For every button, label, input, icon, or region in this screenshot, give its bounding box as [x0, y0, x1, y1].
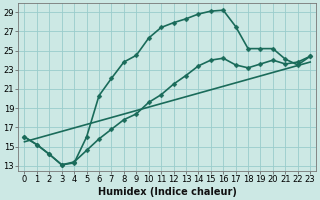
X-axis label: Humidex (Indice chaleur): Humidex (Indice chaleur)	[98, 187, 237, 197]
